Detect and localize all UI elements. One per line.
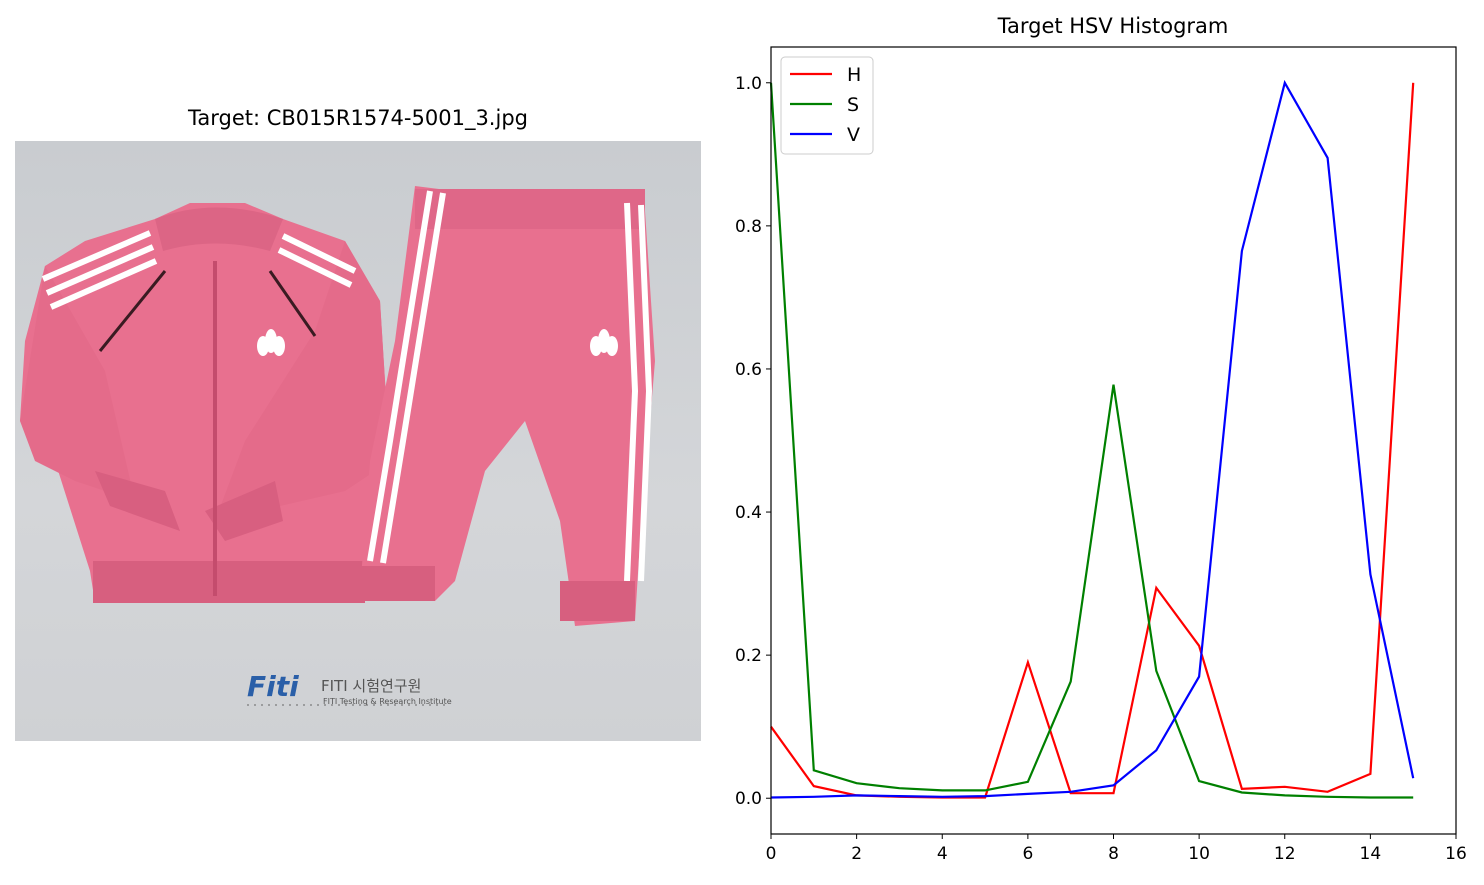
x-tick-label: 16 xyxy=(1445,844,1467,864)
y-tick-label: 0.2 xyxy=(735,646,762,666)
series-line-H xyxy=(770,82,1415,799)
pants-left-cuff xyxy=(360,566,435,601)
x-tick-label: 14 xyxy=(1360,844,1382,864)
pants-waistband xyxy=(415,189,645,229)
jacket-left-sleeve xyxy=(20,266,135,501)
y-tick-label: 0.4 xyxy=(735,503,762,523)
pants-body xyxy=(360,186,655,626)
jacket-stripe xyxy=(45,244,155,296)
legend-label-S: S xyxy=(847,94,859,116)
pants-stripe xyxy=(638,204,653,582)
jacket-stripe xyxy=(277,247,353,288)
product-photo: Fiti FITI 시험연구원 FITI Testing & Research … xyxy=(15,141,701,741)
jacket-waistband xyxy=(93,561,365,603)
x-tick-label: 4 xyxy=(937,844,948,864)
y-tick-label: 0.0 xyxy=(735,789,762,809)
legend-label-V: V xyxy=(847,124,860,146)
x-tick-label: 0 xyxy=(766,844,777,864)
y-tick-label: 0.8 xyxy=(735,217,762,237)
jacket-piping xyxy=(98,270,167,352)
x-tick-label: 2 xyxy=(851,844,862,864)
jacket-stripe xyxy=(41,230,152,282)
trefoil-logo-icon xyxy=(257,329,285,356)
y-tick-label: 1.0 xyxy=(735,74,762,94)
jacket-stripe xyxy=(281,233,357,274)
trefoil-logo-icon xyxy=(590,329,618,356)
jacket-left-cuff xyxy=(95,471,180,531)
image-panel-title: Target: CB015R1574-5001_3.jpg xyxy=(188,106,528,130)
chart-title: Target HSV Histogram xyxy=(997,14,1229,38)
watermark-main-text: FITI 시험연구원 xyxy=(321,677,421,695)
legend-box xyxy=(780,56,874,155)
fiti-logo-text: Fiti xyxy=(247,670,299,703)
pants-stripe xyxy=(367,190,433,562)
jacket-right-cuff xyxy=(205,481,283,541)
watermark-sub-text: FITI Testing & Research Institute xyxy=(323,697,452,706)
legend-label-H: H xyxy=(847,64,861,86)
pants-stripe xyxy=(380,192,446,564)
pants-stripe xyxy=(624,202,639,582)
x-tick-label: 10 xyxy=(1188,844,1210,864)
axes-frame xyxy=(770,46,1457,835)
jacket-piping xyxy=(268,270,317,337)
series-line-S xyxy=(769,82,1414,799)
x-tick-label: 8 xyxy=(1108,844,1119,864)
x-tick-label: 6 xyxy=(1022,844,1033,864)
series-line-V xyxy=(770,79,1415,799)
jacket-collar xyxy=(155,207,283,251)
pants-right-cuff xyxy=(560,581,635,621)
x-tick-label: 12 xyxy=(1274,844,1296,864)
jacket-right-sleeve xyxy=(215,241,390,521)
jacket-stripe xyxy=(49,258,158,310)
chart-legend: HSV xyxy=(780,56,874,155)
tracksuit-illustration: Fiti FITI 시험연구원 FITI Testing & Research … xyxy=(20,186,655,706)
y-tick-label: 0.6 xyxy=(735,360,762,380)
